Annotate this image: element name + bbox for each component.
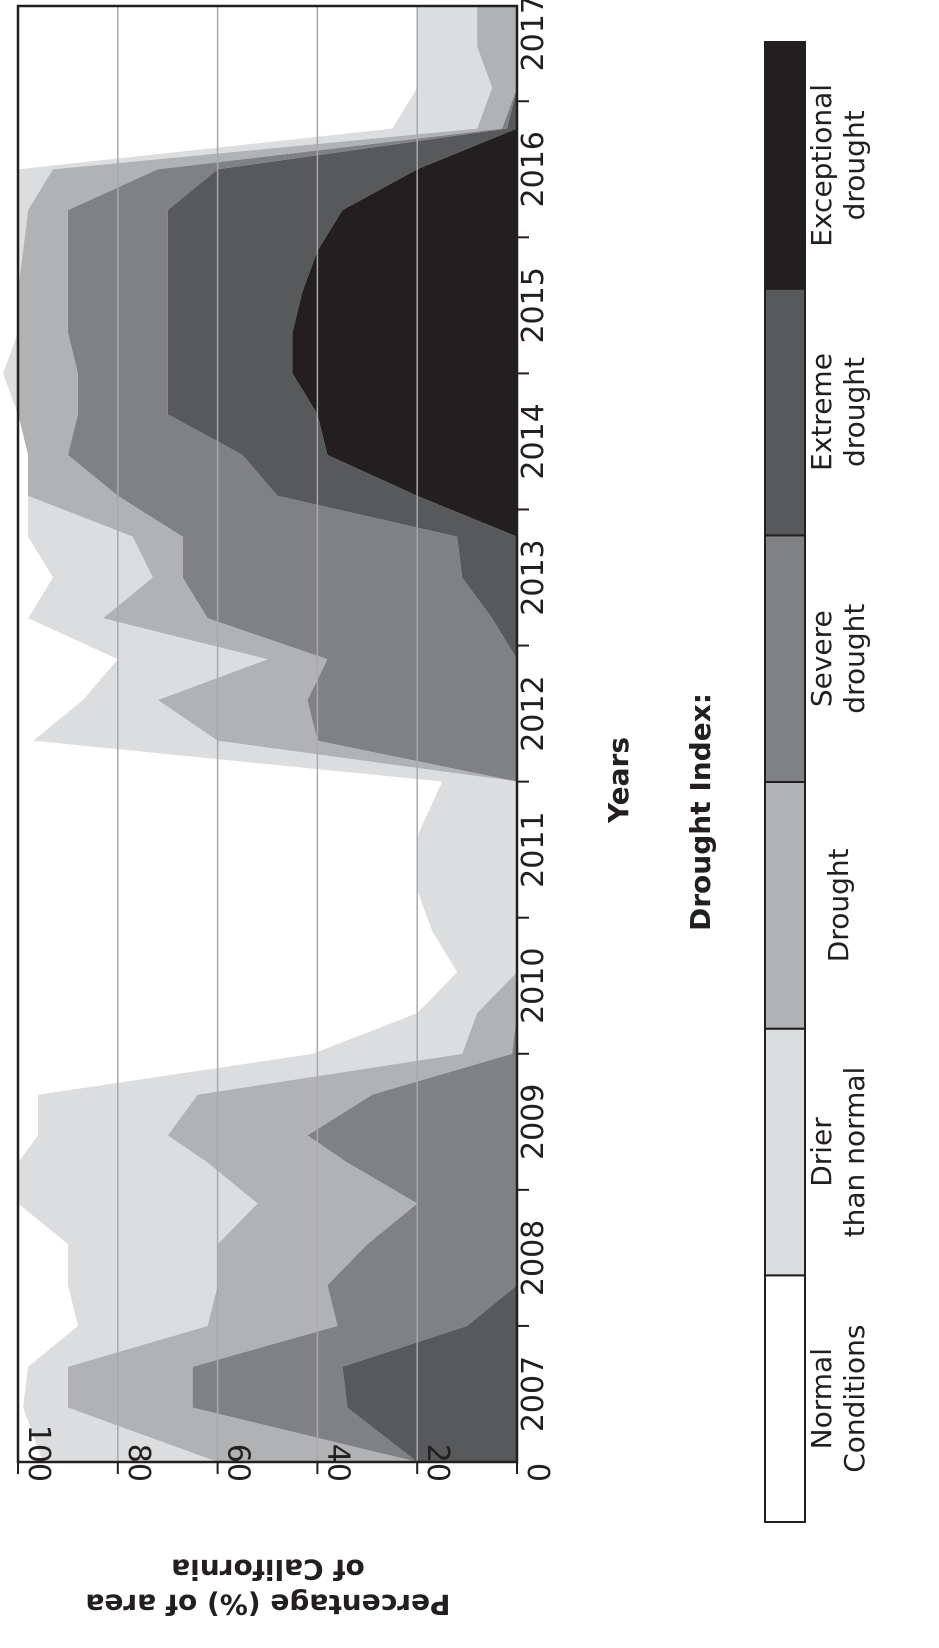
legend-label-line: drought xyxy=(838,357,871,467)
legend-label-line: drought xyxy=(838,110,871,220)
x-tick-label-2008: 2008 xyxy=(516,1220,551,1296)
legend-label-line: drought xyxy=(838,604,871,714)
legend-swatch-normal-conditions xyxy=(764,1274,806,1524)
y-axis-title-line2: of California xyxy=(171,1553,364,1586)
legend-label-line: Extreme xyxy=(805,353,838,471)
legend-label-line: Severe xyxy=(805,610,838,707)
x-tick-label-2011: 2011 xyxy=(516,811,551,887)
area-band-normal-conditions xyxy=(3,6,458,1462)
x-tick-label-2013: 2013 xyxy=(516,539,551,615)
gridlines xyxy=(117,6,418,1462)
legend-label-line: Exceptional xyxy=(805,84,838,247)
area-band-exceptional-drought xyxy=(292,6,517,1462)
legend-label-line: Drier xyxy=(805,1117,838,1187)
x-axis-title: Years xyxy=(602,737,635,824)
y-tick-label-20: 20 xyxy=(420,1444,455,1482)
legend-label-line: Drought xyxy=(822,848,855,962)
legend-label-extreme-drought: Extreme drought xyxy=(805,353,871,471)
area-band-drought xyxy=(18,6,517,1462)
x-tick-label-2016: 2016 xyxy=(516,131,551,207)
legend-label-drought: Drought xyxy=(822,848,855,962)
plot-frame xyxy=(16,4,519,1464)
legend-label-line: than normal xyxy=(838,1067,871,1238)
x-tick-label-2012: 2012 xyxy=(516,675,551,751)
legend-swatch-exceptional-drought xyxy=(764,41,806,290)
x-tick-label-2014: 2014 xyxy=(516,403,551,479)
legend-label-exceptional-drought: Exceptional drought xyxy=(805,84,871,247)
legend-swatch-drought xyxy=(764,781,806,1030)
legend-label-severe-drought: Severe drought xyxy=(805,604,871,714)
legend-label-drier-than-normal: Drier than normal xyxy=(805,1067,871,1238)
y-axis-title-group: Percentage (%) of area of California xyxy=(85,1553,450,1621)
y-axis-ticks: 0 20 40 60 80 100 xyxy=(17,1425,555,1482)
legend-label-line: Conditions xyxy=(838,1325,871,1473)
legend-title: Drought Index: xyxy=(684,693,717,931)
y-tick-label-40: 40 xyxy=(320,1444,355,1482)
y-axis-title-line1: Percentage (%) of area xyxy=(85,1588,450,1621)
y-tick-label-100: 100 xyxy=(21,1425,56,1482)
y-tick-label-60: 60 xyxy=(221,1444,256,1482)
legend-label-normal-conditions: Normal Conditions xyxy=(805,1325,871,1473)
y-tick-label-0: 0 xyxy=(520,1463,555,1482)
area-band-extreme-drought xyxy=(167,6,517,1462)
legend-swatch-severe-drought xyxy=(764,534,806,783)
x-tick-label-2010: 2010 xyxy=(516,948,551,1024)
x-tick-label-2017: 2017 xyxy=(516,0,551,71)
x-tick-label-2009: 2009 xyxy=(516,1084,551,1160)
x-axis-ticks: 2007 2008 2009 2010 2011 2012 2013 2014 2015 2016… xyxy=(516,0,551,1432)
legend: Normal Conditions Drier than normal Drought S… xyxy=(764,41,871,1524)
area-band-drier-than-normal xyxy=(3,6,517,1462)
y-tick-label-80: 80 xyxy=(121,1444,156,1482)
x-tick-label-2015: 2015 xyxy=(516,267,551,343)
area-band-severe-drought xyxy=(67,6,518,1462)
legend-swatch-drier-than-normal xyxy=(764,1027,806,1277)
legend-label-line: Normal xyxy=(805,1348,838,1449)
plot-area xyxy=(3,6,518,1462)
legend-swatch-extreme-drought xyxy=(764,287,806,537)
x-tick-label-2007: 2007 xyxy=(516,1356,551,1432)
